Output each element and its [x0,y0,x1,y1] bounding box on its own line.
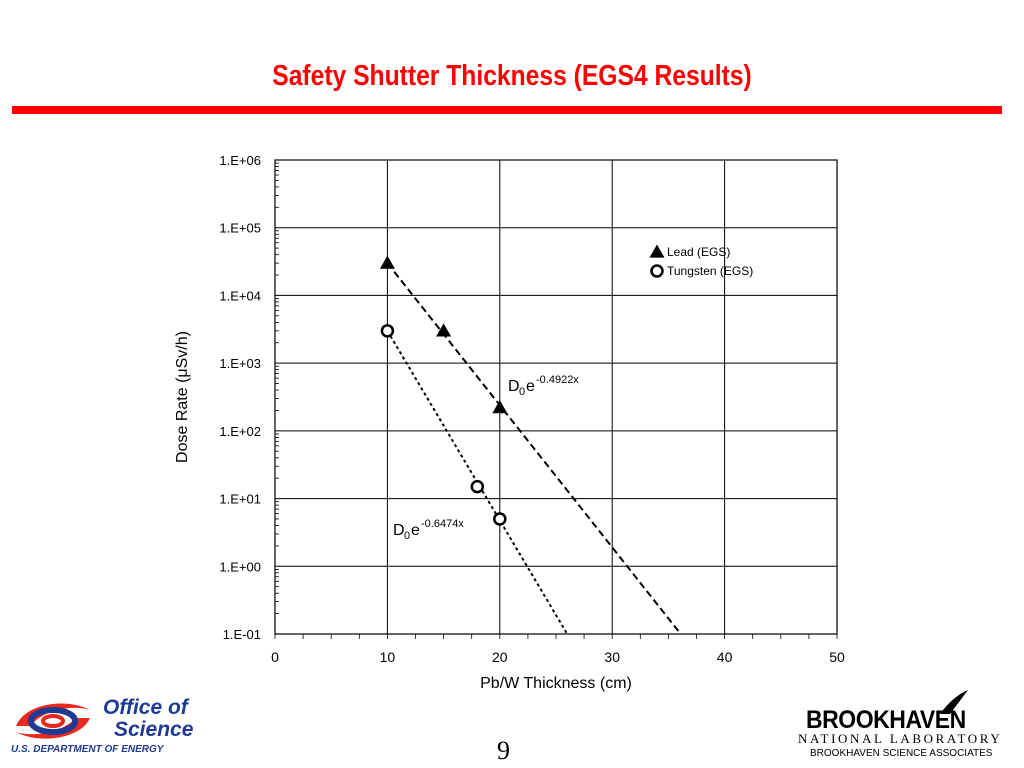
fit-line-0 [386,262,682,635]
legend-label: Lead (EGS) [667,245,730,259]
brookhaven-subtitle: NATIONAL LABORATORY [798,731,1003,746]
fit-equation-label: D 0 e -0.6474x [393,518,464,542]
title-rule [12,106,1002,114]
x-tick-label: 50 [829,649,845,665]
x-tick-label: 0 [271,649,279,665]
fit-eq-exponent: -0.6474x [421,518,464,530]
fit-eq-e: e [526,378,535,395]
plot-frame [274,159,838,635]
fit-eq-base: D [393,522,405,539]
page-number: 9 [497,736,510,765]
doe-department-label: U.S. DEPARTMENT OF ENERGY [11,744,164,755]
data-point-tungsten [470,479,485,494]
office-of-science-logo: Office of Science U.S. DEPARTMENT OF ENE… [8,696,223,760]
data-point-lead [492,400,508,414]
y-tick-label: 1.E-01 [223,627,261,642]
y-tick-label: 1.E+04 [219,288,261,303]
x-axis-title: Pb/W Thickness (cm) [480,675,632,692]
data-point-tungsten [380,324,395,338]
legend-label: Tungsten (EGS) [667,264,753,278]
y-tick-label: 1.E+00 [219,559,261,574]
data-point-lead [379,255,395,269]
fit-equation-label: D 0 e -0.4922x [508,374,579,398]
y-tick-label: 1.E+02 [219,424,261,439]
legend-marker [650,264,664,278]
legend-marker [649,244,665,258]
y-axis-title: Dose Rate (μSv/h) [174,331,191,463]
y-tick-label: 1.E+03 [219,356,261,371]
fit-eq-exponent: -0.4922x [536,374,579,386]
brookhaven-swoosh-icon [940,690,968,714]
fit-eq-sub: 0 [404,530,410,542]
office-of-science-line1: Office of [103,696,188,719]
y-tick-label: 1.E+01 [219,492,261,507]
fit-eq-e: e [411,522,420,539]
office-of-science-line2: Science [114,718,194,741]
x-tick-label: 40 [717,649,733,665]
brookhaven-associates: BROOKHAVEN SCIENCE ASSOCIATES [810,748,993,759]
x-tick-label: 20 [492,649,508,665]
slide-title: Safety Shutter Thickness (EGS4 Results) [272,60,752,92]
data-point-lead [436,323,452,337]
brookhaven-logo: BROOKHAVEN NATIONAL LABORATORY BROOKHAVE… [790,690,1020,765]
brookhaven-name: BROOKHAVEN [806,706,966,734]
y-tick-label: 1.E+05 [219,221,261,236]
data-point-tungsten [493,512,507,526]
fit-eq-sub: 0 [519,386,525,398]
office-of-science-emblem-icon [16,703,90,739]
y-tick-label: 1.E+06 [219,153,261,168]
fit-eq-base: D [508,378,520,395]
x-tick-label: 10 [380,649,396,665]
x-tick-label: 30 [604,649,620,665]
